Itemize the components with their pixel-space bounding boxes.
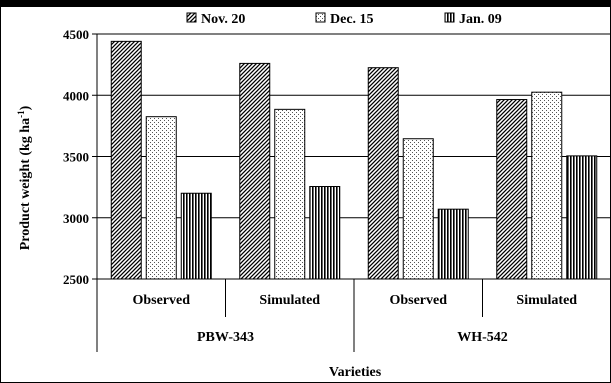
x-axis-label: Varieties bbox=[329, 365, 382, 380]
x-category-label: Observed bbox=[389, 293, 447, 308]
x-group-label: WH-542 bbox=[457, 330, 508, 345]
x-category-labels: Observed Simulated Observed Simulated bbox=[132, 293, 577, 308]
y-tick-label: 3000 bbox=[63, 211, 89, 226]
bar-dec-15-0 bbox=[145, 116, 177, 280]
bar-dec-15-3 bbox=[531, 91, 563, 280]
y-axis-label: Product weight (kg ha-1) bbox=[16, 105, 33, 250]
top-border bbox=[0, 0, 611, 7]
bar-dec-15-1 bbox=[274, 108, 306, 280]
x-category-label: Observed bbox=[132, 293, 190, 308]
bar-jan-09-3 bbox=[566, 155, 598, 280]
legend-label: Dec. 15 bbox=[330, 12, 374, 27]
bar-jan-09-1 bbox=[309, 186, 341, 280]
bar-jan-09-0 bbox=[180, 192, 212, 280]
bar-nov-20-1 bbox=[239, 62, 271, 280]
bar-nov-20-3 bbox=[496, 99, 528, 280]
legend-swatch bbox=[186, 12, 197, 23]
x-category-label: Simulated bbox=[259, 293, 320, 308]
x-group-label: PBW-343 bbox=[197, 330, 254, 345]
bar-dec-15-2 bbox=[402, 138, 434, 280]
bar-jan-09-2 bbox=[437, 208, 469, 280]
legend-swatch bbox=[444, 12, 455, 23]
bar-nov-20-2 bbox=[367, 67, 399, 280]
bar-nov-20-0 bbox=[110, 40, 142, 280]
y-tick-label: 3500 bbox=[63, 150, 89, 165]
x-category-label: Simulated bbox=[516, 293, 577, 308]
y-tick-labels: 2500 3000 3500 4000 4500 bbox=[63, 27, 89, 287]
bars bbox=[110, 40, 598, 280]
y-tick-label: 4000 bbox=[63, 88, 89, 103]
y-tick-label: 4500 bbox=[63, 27, 89, 42]
legend-label: Jan. 09 bbox=[459, 12, 502, 27]
legend-label: Nov. 20 bbox=[201, 12, 245, 27]
legend-swatch bbox=[315, 12, 326, 23]
x-group-labels: PBW-343 WH-542 bbox=[197, 330, 508, 345]
legend: Nov. 20 Dec. 15 Jan. 09 bbox=[186, 12, 502, 27]
axes bbox=[96, 34, 611, 352]
y-tick-label: 2500 bbox=[63, 272, 89, 287]
